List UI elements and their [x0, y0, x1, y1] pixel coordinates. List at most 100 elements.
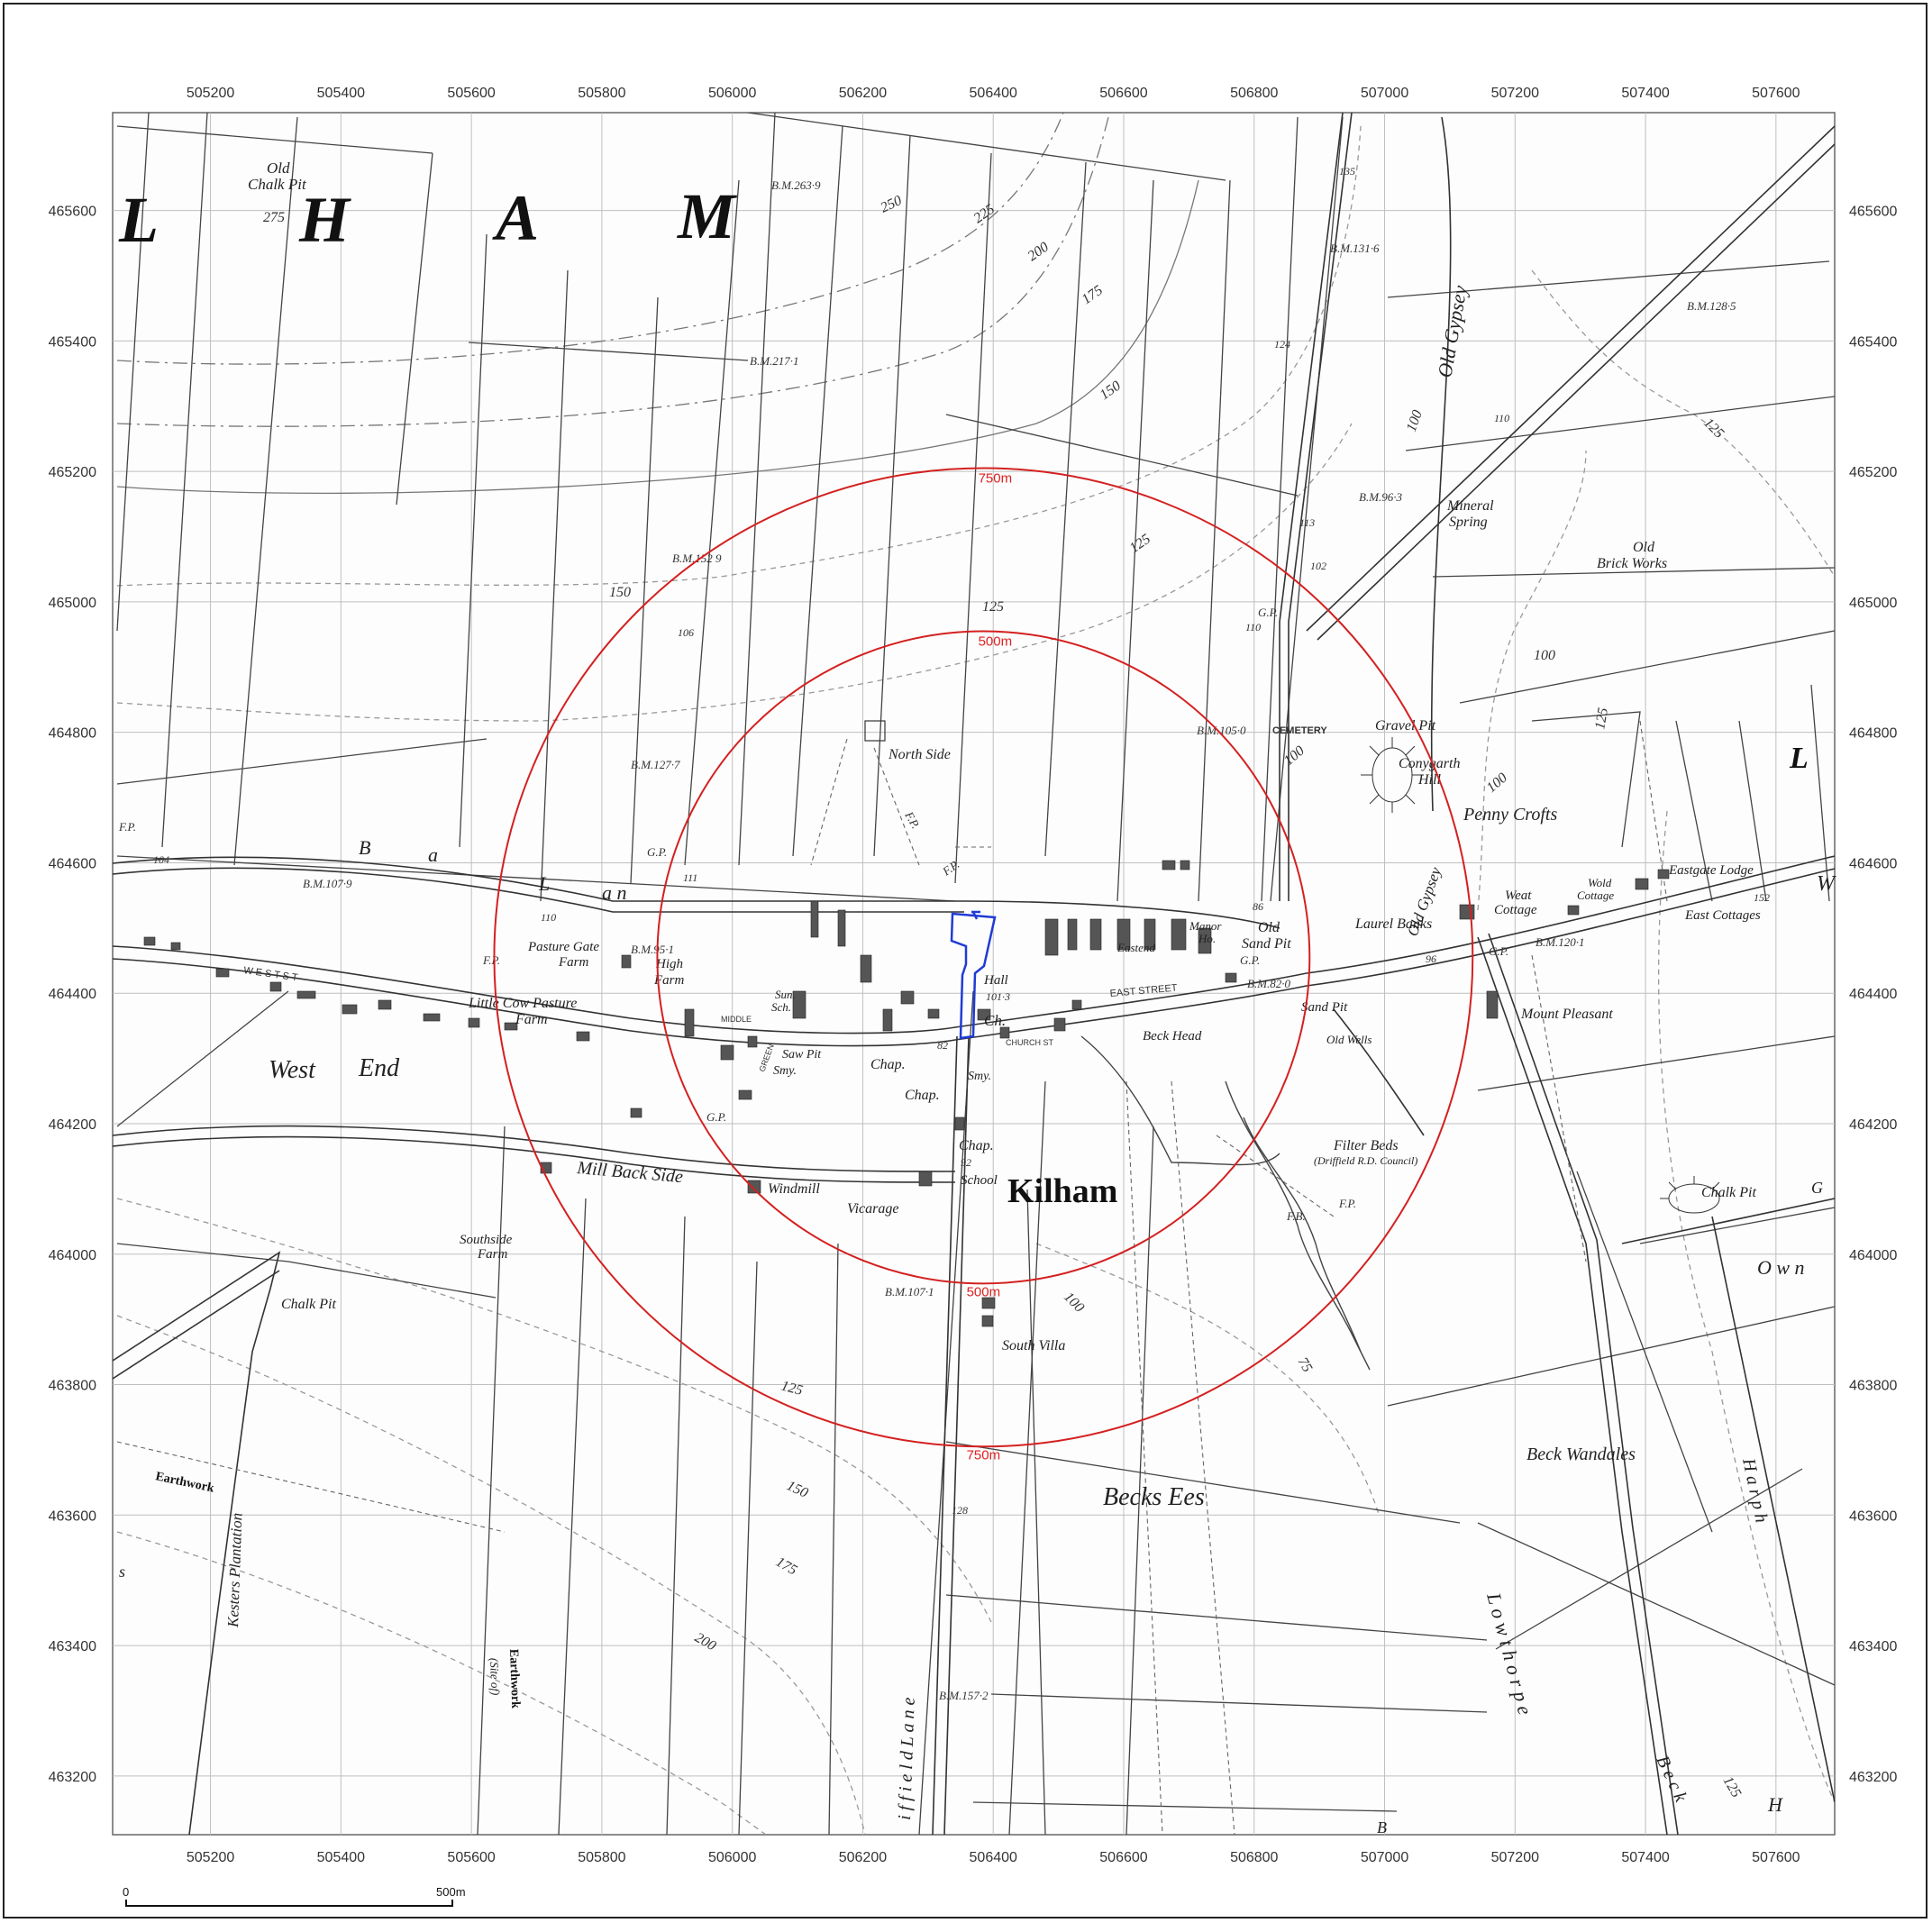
label-earthwork-s-2: (Site of)	[488, 1658, 502, 1696]
label-weat: Weat	[1505, 889, 1532, 903]
label-gp-3: G.P.	[1240, 953, 1260, 967]
label-own-east: O w n	[1757, 1256, 1805, 1279]
easting-label-top: 506200	[839, 86, 887, 101]
northing-label-right: 464400	[1849, 987, 1897, 1002]
easting-label-top: 507200	[1491, 86, 1539, 101]
label-cemetery: CEMETERY	[1272, 725, 1327, 736]
easting-label-bottom: 506800	[1230, 1850, 1278, 1865]
label-earthwork-s: Earthwork	[506, 1649, 522, 1709]
buffer-label-bottom-500: 500m	[967, 1284, 1001, 1299]
height-82: 82	[937, 1039, 948, 1052]
label-b-s: B	[1377, 1818, 1387, 1836]
easting-label-top: 506400	[970, 86, 1017, 101]
label-back-lane-l: L	[538, 872, 550, 895]
bm-217-1: B.M.217·1	[750, 354, 799, 368]
map-frame	[112, 112, 1836, 1836]
easting-label-bottom: 507000	[1361, 1850, 1408, 1865]
label-becks-ees: Becks Ees	[1103, 1483, 1205, 1511]
label-gravel-pit: Gravel Pit	[1375, 718, 1436, 734]
height-75: 75	[1295, 1355, 1316, 1375]
label-old-wells: Old Wells	[1326, 1033, 1372, 1046]
label-fp-e: F.P.	[1338, 1197, 1356, 1210]
height-86: 86	[1253, 900, 1263, 913]
easting-label-top: 505600	[447, 86, 495, 101]
label-old-chalk-pit: Old	[267, 159, 290, 177]
scale-start-label: 0	[123, 1885, 129, 1899]
northing-label-left: 464800	[49, 726, 96, 742]
label-hall: Hall	[983, 973, 1008, 988]
label-high: High	[655, 957, 683, 971]
label-back-lane-an: a n	[602, 881, 627, 904]
label-gp-2: G.P.	[1258, 606, 1278, 619]
height-275: 275	[263, 210, 285, 225]
label-w-east: W	[1817, 872, 1836, 896]
label-weat-cottage: Cottage	[1494, 903, 1537, 917]
label-big-h: H	[298, 184, 351, 256]
height-110-e: 110	[1494, 412, 1509, 424]
northing-label-right: 465400	[1849, 334, 1897, 350]
site-outline[interactable]	[950, 910, 997, 1040]
bm-152-9: B.M.152 9	[672, 551, 722, 565]
grid-coordinate-labels: 505200 505200 505400 505400 505600 505600 5058…	[49, 86, 1898, 1865]
height-101-3: 101·3	[986, 990, 1010, 1003]
label-school: School	[961, 1173, 998, 1188]
label-filter-beds-2: (Driffield R.D. Council)	[1314, 1154, 1417, 1167]
easting-label-bottom: 507600	[1752, 1850, 1800, 1865]
label-laurel-banks: Laurel Banks	[1354, 916, 1432, 932]
roads	[113, 113, 1835, 1835]
northing-label-right: 465600	[1849, 205, 1897, 220]
label-gp-5: G.P.	[706, 1110, 726, 1124]
label-big-l: L	[118, 184, 159, 256]
northing-label-right: 464800	[1849, 726, 1897, 742]
label-old-brick: Old	[1633, 540, 1655, 555]
label-gp-4: G.P.	[1489, 944, 1508, 958]
label-kilham: Kilham	[1007, 1172, 1117, 1210]
label-spring: Spring	[1449, 515, 1488, 530]
easting-label-bottom: 505600	[447, 1850, 495, 1865]
northing-label-left: 463200	[49, 1770, 96, 1785]
height-111: 111	[683, 871, 697, 884]
bm-263-9: B.M.263·9	[771, 178, 821, 192]
label-east-cottages: East Cottages	[1684, 908, 1761, 923]
northing-label-right: 465200	[1849, 465, 1897, 480]
northing-label-left: 465400	[49, 334, 96, 350]
bm-157-2: B.M.157·2	[939, 1689, 989, 1702]
label-gp-1: G.P.	[647, 845, 667, 859]
label-south-villa: South Villa	[1002, 1338, 1065, 1353]
coordinate-grid	[113, 113, 1835, 1835]
label-penny-crofts: Penny Crofts	[1463, 805, 1557, 825]
label-pasture-gate-farm: Farm	[558, 955, 589, 970]
label-filter-beds: Filter Beds	[1333, 1138, 1399, 1153]
easting-label-top: 505800	[578, 86, 625, 101]
buffer-label-top-750: 750m	[979, 471, 1013, 487]
bm-107-9: B.M.107·9	[303, 877, 352, 890]
height-102: 102	[1310, 560, 1326, 572]
label-kesters-plantation: Kesters Plantation	[224, 1513, 245, 1629]
label-l-east: L	[1789, 742, 1809, 775]
height-110-c: 110	[1245, 621, 1261, 633]
bm-131-6: B.M.131·6	[1330, 242, 1380, 255]
buffer-label-bottom-750: 750m	[967, 1447, 1001, 1463]
easting-label-top: 507600	[1752, 86, 1800, 101]
village-buildings	[143, 720, 1670, 1327]
label-old-chalk-pit-2: Chalk Pit	[248, 176, 307, 193]
bm-95-1: B.M.95·1	[631, 943, 674, 956]
scale-end-label: 500m	[436, 1885, 466, 1899]
northing-label-left: 463400	[49, 1639, 96, 1654]
height-96: 96	[1426, 952, 1436, 965]
label-smy-2: Smy.	[968, 1070, 991, 1083]
buffer-label-top-500: 500m	[979, 633, 1013, 649]
label-chalk-pit-w: Chalk Pit	[281, 1297, 336, 1312]
label-wold: Wold	[1588, 876, 1612, 889]
height-110-w: 110	[541, 911, 556, 924]
label-north-side: North Side	[888, 747, 951, 762]
northing-label-left: 464400	[49, 987, 96, 1002]
bm-128-5: B.M.128·5	[1687, 299, 1736, 313]
footpaths	[116, 720, 1668, 1835]
label-chalk-pit-e: Chalk Pit	[1701, 1185, 1756, 1200]
label-church: Ch.	[984, 1012, 1006, 1029]
northing-label-left: 463800	[49, 1379, 96, 1394]
label-little-cow: Little Cow Pasture	[468, 996, 577, 1011]
label-manor: Manor	[1189, 919, 1222, 933]
